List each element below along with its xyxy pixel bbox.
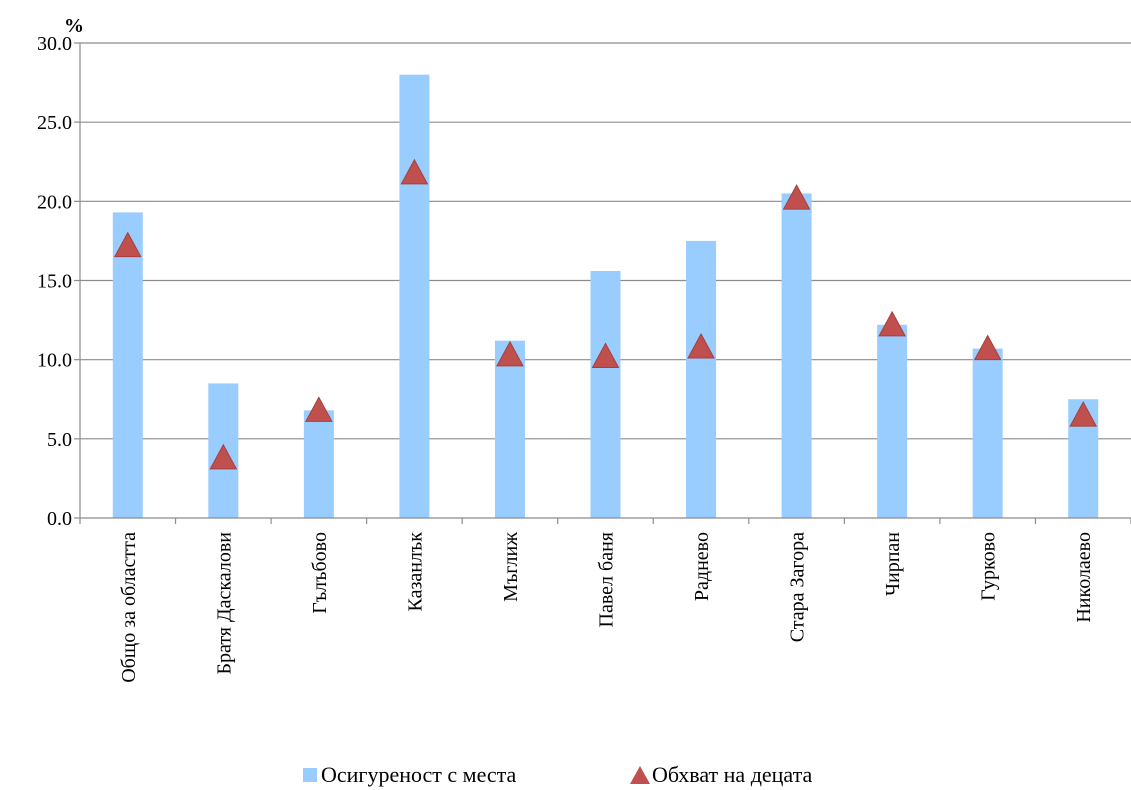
triangle-marker: [305, 396, 333, 422]
triangle-marker: [687, 332, 715, 359]
y-tick-label: 10.0: [37, 350, 72, 372]
legend-triangle-swatch: [630, 766, 650, 784]
x-tick-label: Гурково: [978, 532, 1000, 601]
y-tick-label: 15.0: [37, 271, 72, 293]
x-tick-label: Братя Даскалови: [213, 532, 235, 675]
x-tick-label: Павел баня: [596, 532, 618, 627]
y-tick-label: 0.0: [47, 508, 72, 530]
triangle-marker: [878, 310, 906, 337]
bar: [877, 324, 908, 518]
x-tick-label: Гълъбово: [309, 532, 331, 614]
x-tick-label: Общо за областта: [118, 532, 140, 683]
x-tick-label: Чирпан: [882, 532, 904, 596]
bar-series: [112, 74, 1099, 519]
y-tick-label: 5.0: [47, 429, 72, 451]
bar: [399, 74, 430, 519]
triangle-marker: [113, 231, 142, 258]
triangle-marker: [496, 340, 524, 367]
x-tick-label: Николаево: [1073, 532, 1095, 623]
y-axis-ticks: 0.0 5.0 10.0 15.0 20.0 25.0 30.0: [37, 33, 80, 530]
triangle-marker: [782, 184, 811, 210]
bar: [303, 410, 334, 518]
bar: [686, 240, 717, 518]
y-tick-label: 20.0: [37, 191, 72, 213]
triangle-marker: [400, 158, 429, 185]
x-tick-label: Мъглиж: [500, 532, 522, 602]
bar: [972, 348, 1003, 518]
y-tick-label: 25.0: [37, 112, 72, 134]
x-tick-label: Раднево: [691, 532, 713, 601]
x-tick-label: Казанлък: [404, 532, 426, 612]
triangle-marker: [209, 443, 238, 470]
legend: Осигуреност с места Обхват на децата: [303, 762, 812, 787]
triangle-marker: [1069, 401, 1098, 427]
bar: [590, 271, 621, 518]
y-tick-label: 30.0: [37, 33, 72, 55]
legend-bar-swatch: [303, 768, 317, 782]
legend-label-bars: Осигуреност с места: [321, 762, 517, 787]
marker-series: [113, 158, 1098, 470]
y-axis-unit: %: [64, 15, 84, 37]
x-tick-label: Стара Загора: [787, 532, 809, 642]
bar: [494, 340, 525, 518]
x-axis-ticks: Общо за областта Братя Даскалови Гълъбово К…: [79, 518, 1131, 683]
triangle-marker: [591, 342, 620, 368]
bar: [112, 212, 143, 518]
bar: [781, 193, 812, 518]
triangle-marker: [973, 334, 1002, 361]
legend-label-markers: Обхват на децата: [652, 762, 812, 787]
